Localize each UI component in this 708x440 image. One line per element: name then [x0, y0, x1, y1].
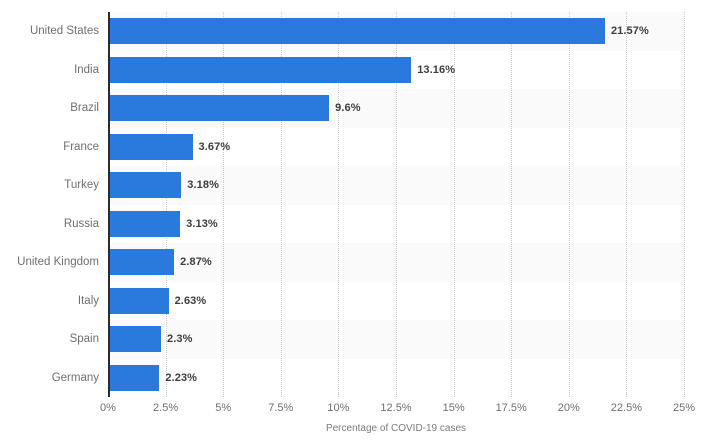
category-label: United States [29, 25, 99, 38]
bar[interactable] [108, 133, 193, 160]
gridline [223, 12, 225, 397]
x-tick-label: 0% [100, 402, 116, 414]
category-axis-labels: United States India Brazil France Turkey Russ… [0, 12, 99, 397]
gridline [396, 12, 397, 397]
gridlines [108, 12, 685, 397]
category-label: Germany [51, 371, 99, 384]
gridline [684, 12, 685, 397]
x-tick-label: 12.5% [380, 402, 412, 414]
x-tick-label: 7.5% [268, 402, 294, 414]
category-label: Turkey [64, 179, 99, 192]
x-tick-label: 15% [442, 402, 465, 414]
x-tick-label: 5% [215, 402, 232, 414]
x-tick-label: 20% [557, 402, 580, 414]
gridline [568, 12, 570, 397]
x-tick-label: 17.5% [495, 402, 527, 414]
bar[interactable] [108, 364, 160, 391]
bar[interactable] [108, 326, 161, 353]
category-label: Spain [69, 333, 99, 346]
gridline [453, 12, 455, 397]
bar[interactable] [108, 210, 181, 237]
x-tick-label: 10% [327, 402, 350, 414]
x-tick-label: 2.5% [153, 402, 179, 414]
gridline [165, 12, 167, 397]
gridline [338, 12, 340, 397]
bar[interactable] [108, 249, 175, 276]
x-tick-label: 22.5% [610, 402, 642, 414]
gridline [511, 12, 513, 397]
category-label: Russia [63, 217, 99, 230]
plot-area: 21.57% 13.16% 9.6% 3.67% 3.18% 3.13% 2.87% 2.63… [108, 12, 685, 397]
category-label: India [74, 63, 99, 76]
category-label: United Kingdom [17, 256, 99, 269]
bars-layer [108, 12, 684, 397]
gridline [280, 12, 282, 397]
x-axis-title: Percentage of COVID-19 cases [325, 423, 467, 434]
x-axis-tick-labels: 0% 2.5% 5% 7.5% 10% 12.5% 15% 17.5% 20% 22.5% 25% [0, 402, 708, 418]
category-label: Brazil [70, 102, 99, 115]
bar[interactable] [108, 287, 169, 314]
bar[interactable] [108, 56, 412, 83]
gridline [626, 12, 628, 397]
bar[interactable] [108, 172, 182, 199]
bar[interactable] [108, 95, 330, 122]
y-axis-line [108, 12, 110, 397]
bar[interactable] [108, 18, 605, 45]
x-tick-label: 25% [672, 402, 696, 414]
category-label: France [63, 140, 99, 153]
category-label: Italy [77, 294, 99, 307]
